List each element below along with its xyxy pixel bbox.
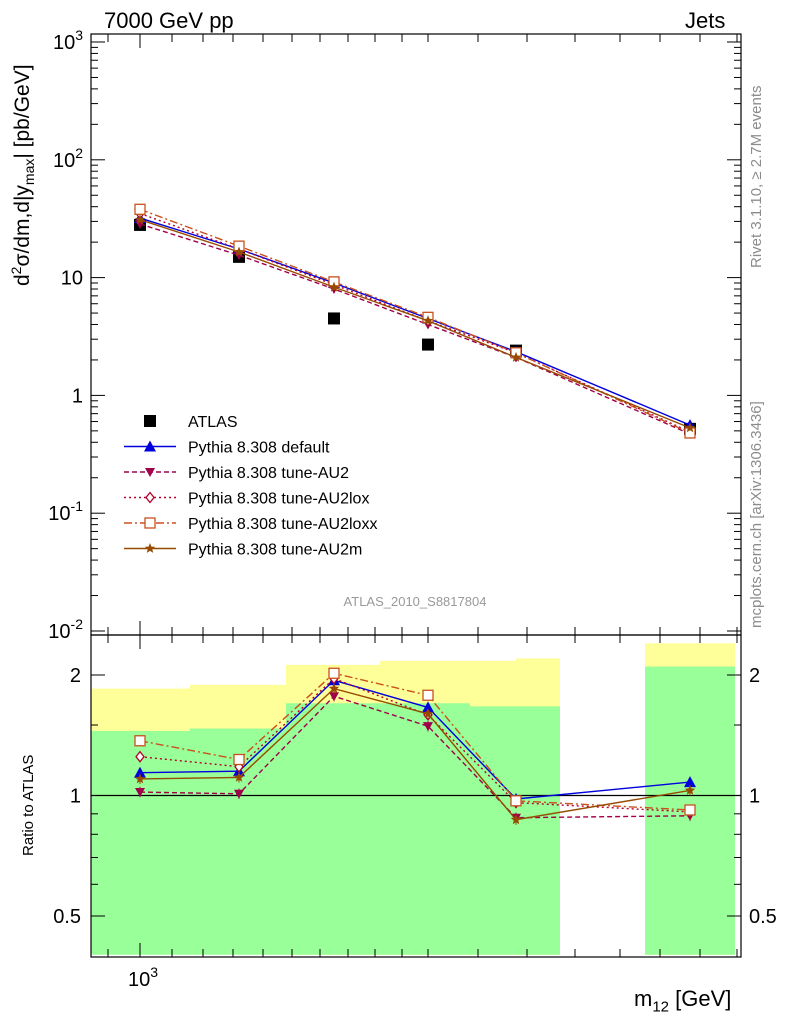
y-tick-label: 10 (61, 268, 83, 290)
ratio-point-2-0 (135, 750, 145, 763)
legend-marker-1 (144, 440, 156, 452)
ratio-tick-label: 2 (70, 665, 81, 687)
ratio-band-green (470, 706, 516, 955)
ratio-series-line-0 (139, 679, 691, 800)
ratio-point-0-3 (422, 701, 434, 713)
ratio-point-4-5 (684, 784, 696, 795)
main-point-0-3 (422, 338, 434, 351)
y-tick-label: 1 (72, 385, 83, 407)
ratio-tick-label-right: 2 (749, 665, 760, 687)
x-axis-label: m12 [GeV] (634, 986, 732, 1016)
main-point-4-0 (134, 203, 146, 215)
ratio-point-4-0 (134, 773, 146, 784)
ratio-tick-label: 1 (70, 786, 81, 808)
ratio-point-4-1 (233, 771, 245, 782)
ratio-point-3-2 (328, 667, 340, 679)
main-point-5-3 (422, 315, 434, 326)
ratio-band-green (380, 703, 470, 955)
ratio-series-line-4 (139, 687, 691, 821)
ratio-point-0-0 (134, 766, 146, 778)
ratio-series-line-1 (139, 695, 691, 819)
legend-marker-2 (145, 468, 155, 477)
ratio-point-3-5 (684, 804, 696, 816)
ratio-point-3-4 (510, 795, 522, 807)
ratio-band-green (286, 703, 380, 955)
main-point-5-0 (134, 214, 146, 225)
legend-label: Pythia 8.308 tune-AU2loxx (188, 516, 377, 533)
main-point-0-2 (328, 312, 340, 325)
main-series-line-4 (139, 208, 691, 434)
ratio-point-1-0 (135, 788, 145, 798)
y-tick-label: 103 (53, 27, 83, 54)
ratio-series-line-3 (139, 672, 691, 811)
ratio-tick-label-right: 1 (749, 786, 760, 808)
main-point-5-5 (684, 422, 696, 433)
ratio-band-green (516, 706, 560, 955)
main-series-line-1 (139, 217, 691, 426)
legend-marker-3 (145, 491, 155, 504)
legend-label: Pythia 8.308 tune-AU2m (188, 542, 362, 559)
ratio-point-3-1 (233, 753, 245, 766)
ratio-point-4-3 (422, 708, 434, 719)
ratio-point-3-3 (422, 689, 434, 701)
main-series-line-2 (139, 223, 691, 435)
legend-label: Pythia 8.308 tune-AU2 (188, 465, 349, 482)
ratio-point-1-1 (234, 789, 244, 799)
ratio-tick-label-right: 0.5 (749, 906, 777, 928)
header-left: 7000 GeV pp (104, 8, 234, 33)
main-series-line-5 (139, 219, 691, 429)
y-tick-label: 102 (53, 145, 83, 172)
legend-marker-5 (144, 543, 156, 553)
analysis-id: ATLAS_2010_S8817804 (344, 594, 487, 609)
legend-label: Pythia 8.308 default (188, 440, 330, 457)
y-tick-label: 10-2 (48, 616, 83, 643)
ratio-point-1-2 (329, 692, 339, 702)
ratio-point-0-5 (684, 776, 696, 788)
ratio-point-4-2 (328, 683, 340, 693)
ratio-tick-label: 0.5 (53, 906, 81, 928)
ratio-point-3-0 (134, 735, 146, 747)
ratio-band-green (91, 730, 190, 955)
main-point-5-2 (328, 281, 340, 292)
header-right: Jets (685, 8, 726, 33)
y-tick-label: 10-1 (48, 498, 83, 525)
main-point-5-1 (233, 246, 245, 257)
ratio-point-1-3 (423, 722, 433, 732)
legend-marker-4 (144, 517, 156, 529)
legend-marker-0 (144, 415, 156, 427)
main-point-5-4 (510, 351, 522, 362)
ratio-point-4-4 (510, 814, 522, 825)
x-tick-label: 103 (128, 964, 158, 991)
legend-label: Pythia 8.308 tune-AU2lox (188, 491, 369, 508)
legend-label: ATLAS (188, 414, 238, 431)
